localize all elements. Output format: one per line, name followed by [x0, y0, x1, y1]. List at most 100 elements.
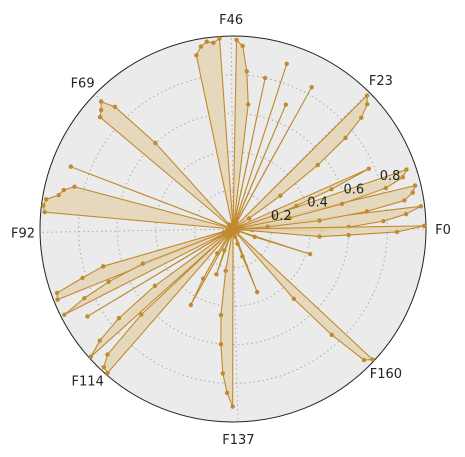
- series-fill: [196, 38, 233, 229]
- data-point: [252, 234, 257, 240]
- data-point: [62, 312, 67, 317]
- data-point: [234, 227, 240, 232]
- data-point: [56, 192, 61, 198]
- data-point: [105, 370, 110, 376]
- data-point: [339, 201, 345, 206]
- data-point: [283, 102, 289, 107]
- data-point: [240, 43, 245, 49]
- radial-tick-label: 0.6: [343, 182, 364, 197]
- data-point: [246, 102, 251, 107]
- data-point: [359, 115, 364, 120]
- data-point: [72, 184, 77, 189]
- data-point: [317, 234, 322, 239]
- data-point: [220, 371, 226, 376]
- data-point: [366, 166, 372, 171]
- data-point: [402, 198, 407, 203]
- data-point: [381, 219, 386, 224]
- data-point: [262, 75, 268, 81]
- data-point: [139, 312, 144, 317]
- data-point: [106, 279, 111, 284]
- series-line: [232, 94, 368, 230]
- data-point: [315, 162, 320, 168]
- data-point: [343, 135, 348, 141]
- data-point: [329, 332, 334, 338]
- data-point: [403, 211, 409, 217]
- series-fill: [100, 101, 233, 229]
- theta-tick-label: F69: [71, 76, 95, 91]
- data-point: [309, 85, 314, 90]
- data-point: [230, 404, 235, 409]
- data-point: [418, 204, 423, 209]
- axis-labels: 0.2 0.4 0.6 0.8 F0 F23 F46 F69 F92 F114 F137 F160: [11, 13, 451, 448]
- data-point: [116, 315, 122, 321]
- data-point: [98, 99, 104, 104]
- data-point: [44, 197, 49, 202]
- data-point: [41, 203, 46, 208]
- series-fill: [233, 39, 249, 229]
- data-point: [194, 53, 199, 58]
- data-point: [112, 104, 118, 110]
- data-point: [224, 390, 230, 396]
- data-point: [204, 39, 209, 44]
- series-fill: [103, 229, 234, 374]
- data-point: [100, 264, 106, 269]
- data-point: [346, 232, 351, 238]
- series-fill: [43, 186, 233, 229]
- data-point: [271, 213, 276, 219]
- data-point: [244, 69, 249, 74]
- data-point: [230, 222, 236, 228]
- data-point: [284, 61, 289, 67]
- data-point: [232, 234, 238, 239]
- data-point: [88, 354, 94, 359]
- theta-tick-label: F137: [222, 433, 254, 448]
- data-point: [153, 140, 158, 146]
- data-point: [200, 276, 206, 281]
- data-point: [218, 341, 224, 347]
- data-point: [291, 296, 297, 302]
- data-point: [101, 365, 107, 370]
- data-point: [364, 209, 370, 214]
- radial-tick-label: 0.2: [271, 209, 292, 224]
- theta-tick-label: F114: [72, 375, 104, 390]
- data-point: [394, 229, 400, 235]
- data-point: [98, 107, 104, 113]
- data-point: [329, 187, 334, 192]
- data-point: [294, 203, 299, 209]
- data-point: [140, 261, 146, 266]
- data-point: [412, 183, 418, 188]
- theta-tick-label: F0: [435, 223, 451, 238]
- data-point: [246, 216, 252, 221]
- data-point: [215, 251, 220, 256]
- data-point: [85, 314, 90, 319]
- data-point: [222, 248, 227, 253]
- polar-outer-border: [39, 35, 427, 423]
- radial-tick-label: 0.4: [307, 196, 328, 211]
- data-point: [54, 290, 60, 296]
- data-point: [287, 215, 293, 221]
- data-point: [214, 272, 219, 277]
- angular-gridline: [232, 228, 239, 422]
- data-point: [55, 297, 60, 302]
- data-point: [211, 40, 216, 46]
- data-point: [61, 187, 66, 193]
- data-point: [421, 223, 427, 229]
- angular-gridline: [230, 36, 234, 230]
- data-series: [41, 36, 427, 409]
- angular-gridline: [40, 228, 234, 233]
- data-point: [383, 185, 389, 191]
- data-point: [317, 218, 322, 223]
- data-point: [400, 175, 406, 180]
- data-point: [80, 275, 85, 281]
- data-point: [365, 101, 370, 107]
- theta-tick-label: F160: [370, 367, 402, 382]
- data-point: [105, 352, 110, 357]
- theta-tick-label: F23: [369, 74, 393, 89]
- data-point: [198, 44, 204, 49]
- data-point: [218, 312, 224, 318]
- theta-tick-label: F92: [11, 227, 35, 242]
- data-point: [97, 338, 103, 343]
- data-point: [235, 241, 240, 246]
- data-point: [404, 167, 409, 172]
- data-point: [370, 357, 375, 362]
